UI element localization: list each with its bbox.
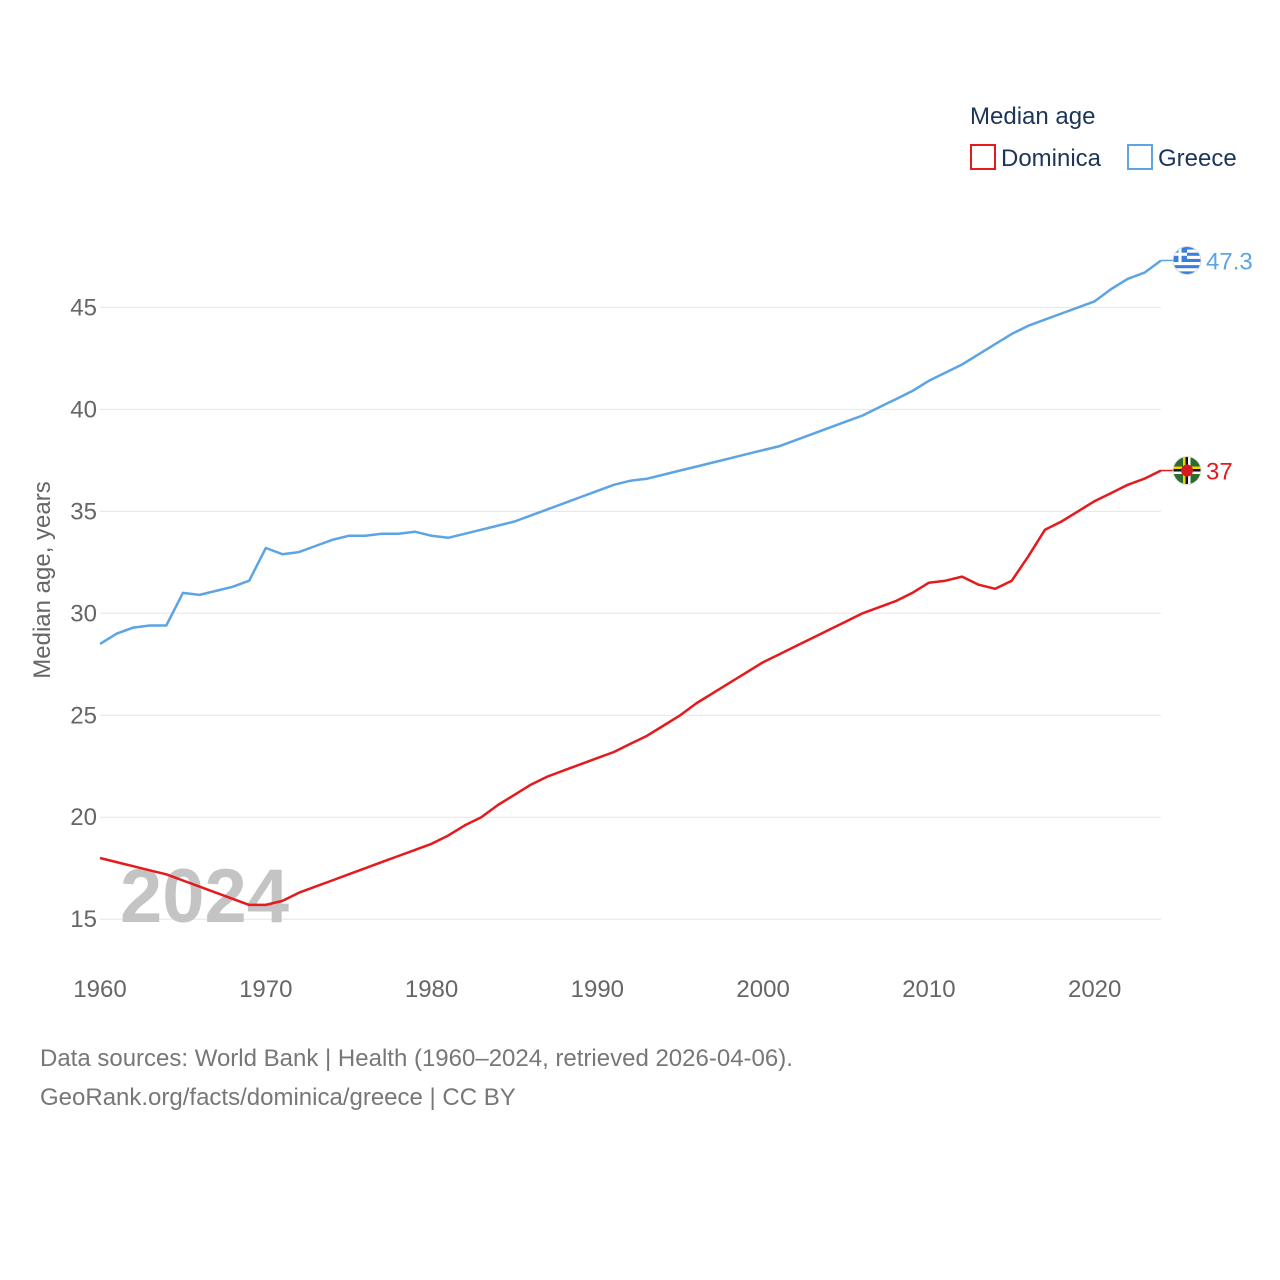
x-tick-label: 1990 — [571, 976, 624, 1003]
gridlines — [100, 306, 1161, 920]
dominica-flag-icon — [1172, 456, 1202, 486]
legend-label-dominica: Dominica — [1001, 145, 1102, 172]
y-tick-label: 35 — [70, 498, 97, 525]
y-tick-label: 20 — [70, 804, 97, 831]
x-tick-label: 1960 — [73, 976, 126, 1003]
legend-swatch-greece — [1127, 144, 1153, 170]
greece-flag-icon — [1172, 245, 1202, 275]
y-axis-title: Median age, years — [29, 481, 56, 678]
y-tick-label: 40 — [70, 396, 97, 423]
x-tick-label: 2000 — [736, 976, 789, 1003]
end-value-label-greece: 47.3 — [1206, 248, 1253, 275]
year-watermark: 2024 — [120, 854, 289, 939]
y-tick-label: 15 — [70, 906, 97, 933]
legend: Median age Dominica Greece — [970, 103, 1237, 172]
y-tick-label: 30 — [70, 600, 97, 627]
legend-item-greece[interactable]: Greece — [1127, 144, 1237, 172]
series-line-greece[interactable] — [99, 259, 1162, 645]
legend-swatch-dominica — [970, 144, 996, 170]
end-value-label-dominica: 37 — [1206, 459, 1233, 486]
x-tick-label: 2020 — [1068, 976, 1121, 1003]
series-line-dominica[interactable] — [99, 469, 1162, 907]
x-tick-label: 2010 — [902, 976, 955, 1003]
footer-attribution: GeoRank.org/facts/dominica/greece | CC B… — [40, 1084, 516, 1111]
legend-item-dominica[interactable]: Dominica — [970, 144, 1102, 172]
y-axis-ticks: 15 20 25 30 35 40 45 — [70, 294, 97, 933]
x-tick-label: 1980 — [405, 976, 458, 1003]
x-tick-label: 1970 — [239, 976, 292, 1003]
y-tick-label: 45 — [70, 294, 97, 321]
x-axis-ticks: 1960 1970 1980 1990 2000 2010 2020 — [73, 976, 1121, 1003]
legend-title: Median age — [970, 103, 1095, 130]
y-tick-label: 25 — [70, 702, 97, 729]
legend-label-greece: Greece — [1158, 145, 1237, 172]
footer-sources: Data sources: World Bank | Health (1960–… — [40, 1045, 793, 1072]
series-endpoints: 37 47.3 — [1161, 245, 1253, 486]
median-age-chart: 15 20 25 30 35 40 45 1960 1970 1980 1990 2000 2010 2… — [29, 103, 1253, 1003]
series-lines — [99, 259, 1162, 907]
